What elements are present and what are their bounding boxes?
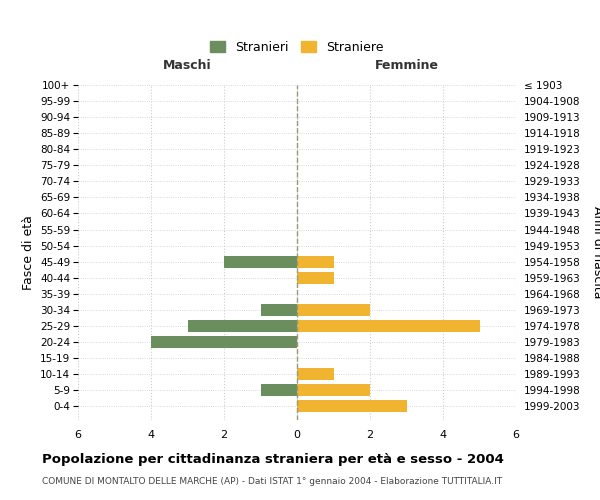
Bar (297, 400, 407, 412)
Legend: Stranieri, Straniere: Stranieri, Straniere (210, 41, 384, 54)
Bar (260, 304, 297, 316)
Y-axis label: Fasce di età: Fasce di età (22, 215, 35, 290)
Text: Femmine: Femmine (374, 59, 439, 72)
Bar (224, 256, 297, 268)
Bar (187, 320, 297, 332)
Text: Popolazione per cittadinanza straniera per età e sesso - 2004: Popolazione per cittadinanza straniera p… (42, 452, 504, 466)
Bar (260, 384, 297, 396)
Y-axis label: Anni di nascita: Anni di nascita (592, 206, 600, 298)
Bar (297, 320, 479, 332)
Text: COMUNE DI MONTALTO DELLE MARCHE (AP) - Dati ISTAT 1° gennaio 2004 - Elaborazione: COMUNE DI MONTALTO DELLE MARCHE (AP) - D… (42, 478, 502, 486)
Bar (297, 256, 334, 268)
Bar (151, 336, 297, 348)
Bar (297, 384, 370, 396)
Bar (297, 304, 370, 316)
Text: Maschi: Maschi (163, 59, 212, 72)
Bar (297, 272, 334, 283)
Bar (297, 368, 334, 380)
